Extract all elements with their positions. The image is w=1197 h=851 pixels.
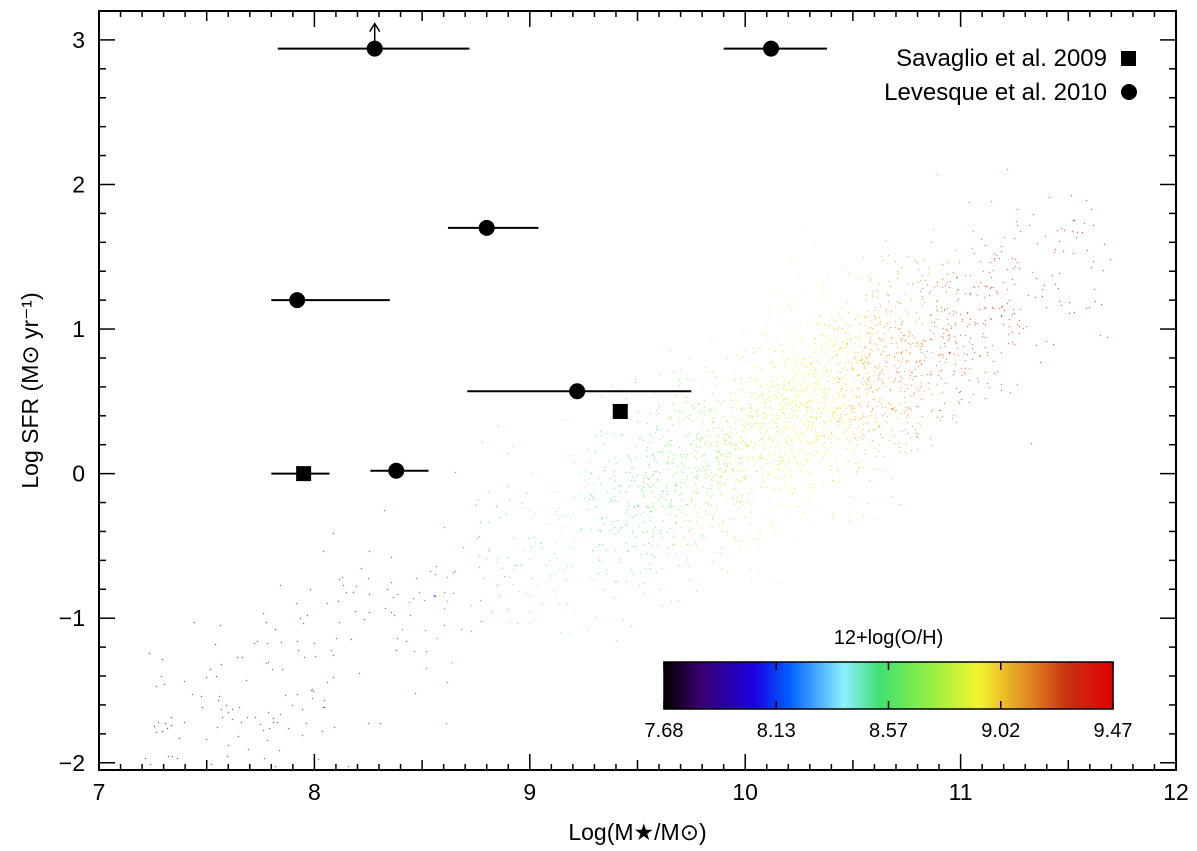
levesque-marker: [569, 383, 586, 400]
data-markers: [289, 40, 780, 482]
y-tick-label: −2: [59, 750, 85, 776]
y-tick-label: 3: [72, 27, 85, 53]
legend-label: Savaglio et al. 2009: [896, 45, 1107, 72]
savaglio-marker: [296, 466, 312, 482]
y-tick-label: 2: [72, 171, 85, 197]
levesque-marker: [763, 40, 780, 57]
y-tick-label: −1: [59, 605, 85, 631]
colorbar-tick-label: 9.47: [1094, 720, 1133, 742]
colorbar-tick-label: 8.57: [869, 720, 908, 742]
legend-circle-marker: [1121, 84, 1137, 100]
colorbar: 12+log(O/H) 7.68 8.13 8.57 9.02 9.47: [645, 627, 1133, 742]
legend: Savaglio et al. 2009 Levesque et al. 2010: [884, 45, 1137, 106]
x-tick-label: 9: [523, 779, 536, 805]
x-tick-label: 8: [308, 779, 321, 805]
x-tick-label: 11: [949, 779, 973, 805]
colorbar-tick-label: 7.68: [645, 720, 684, 742]
y-tick-label: 1: [72, 316, 85, 342]
x-axis-title: Log(M★/M⊙): [568, 819, 706, 845]
savaglio-marker: [612, 403, 628, 419]
colorbar-title: 12+log(O/H): [834, 627, 944, 649]
legend-square-marker: [1121, 51, 1136, 66]
x-tick-label: 10: [732, 779, 758, 805]
y-tick-labels: −2 −1 0 1 2 3: [59, 27, 85, 776]
x-tick-label: 12: [1163, 779, 1189, 805]
x-tick-label: 7: [93, 779, 106, 805]
x-tick-labels: 7 8 9 10 11 12: [93, 779, 1189, 805]
colorbar-tick-label: 9.02: [981, 720, 1020, 742]
levesque-marker: [478, 219, 495, 236]
lower-limit-arrowhead: [369, 22, 381, 32]
colorbar-tick-label: 8.13: [757, 720, 796, 742]
levesque-marker: [388, 462, 405, 479]
y-axis-title: Log SFR (M⊙ yr⁻¹): [17, 292, 43, 488]
levesque-marker: [366, 40, 383, 57]
axis-ticks: [98, 11, 1177, 770]
levesque-marker: [289, 292, 306, 309]
error-bars: [271, 22, 828, 475]
y-tick-label: 0: [72, 461, 85, 487]
legend-label: Levesque et al. 2010: [884, 79, 1107, 106]
colorbar-tick-labels: 7.68 8.13 8.57 9.02 9.47: [645, 662, 1133, 742]
